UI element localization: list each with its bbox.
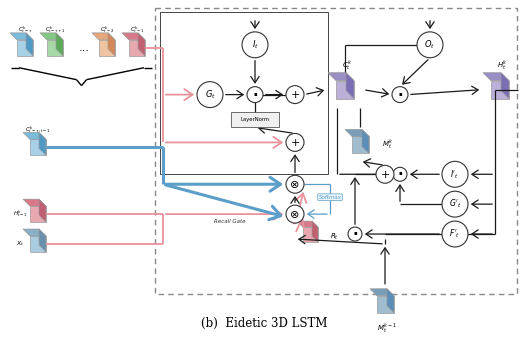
- Circle shape: [442, 221, 468, 247]
- Text: $I'_t$: $I'_t$: [450, 168, 459, 181]
- Polygon shape: [10, 33, 33, 40]
- Circle shape: [286, 86, 304, 103]
- Circle shape: [286, 175, 304, 193]
- Circle shape: [286, 133, 304, 151]
- Polygon shape: [328, 73, 354, 81]
- Circle shape: [442, 161, 468, 187]
- Text: ⊗: ⊗: [290, 210, 300, 220]
- Text: (b)  Eidetic 3D LSTM: (b) Eidetic 3D LSTM: [201, 317, 327, 330]
- Circle shape: [442, 191, 468, 217]
- Text: $C^k_{t-\tau:t-1}$: $C^k_{t-\tau:t-1}$: [25, 124, 51, 135]
- Text: ·: ·: [397, 167, 403, 182]
- Text: ·: ·: [352, 227, 358, 242]
- Polygon shape: [23, 229, 46, 236]
- Polygon shape: [345, 129, 369, 136]
- Polygon shape: [138, 33, 145, 56]
- Text: $O_t$: $O_t$: [425, 38, 436, 51]
- Circle shape: [417, 32, 443, 58]
- Polygon shape: [346, 73, 354, 99]
- Polygon shape: [92, 33, 115, 40]
- Polygon shape: [122, 33, 145, 40]
- Text: ⊗: ⊗: [290, 180, 300, 190]
- Circle shape: [286, 205, 304, 223]
- Text: ...: ...: [79, 43, 89, 53]
- Text: $R_t$: $R_t$: [330, 232, 339, 242]
- Polygon shape: [30, 236, 46, 252]
- Text: LayerNorm: LayerNorm: [240, 117, 270, 122]
- Text: $M^{k-1}_t$: $M^{k-1}_t$: [377, 322, 397, 335]
- Polygon shape: [39, 199, 46, 222]
- Polygon shape: [377, 296, 394, 313]
- Polygon shape: [23, 199, 46, 206]
- Text: $H^k_{t-1}$: $H^k_{t-1}$: [13, 208, 27, 218]
- Polygon shape: [40, 33, 63, 40]
- Polygon shape: [491, 81, 509, 99]
- Circle shape: [376, 165, 394, 183]
- Circle shape: [393, 167, 407, 181]
- Circle shape: [348, 227, 362, 241]
- Polygon shape: [39, 132, 46, 155]
- Polygon shape: [370, 289, 394, 296]
- Polygon shape: [352, 136, 369, 153]
- Polygon shape: [30, 206, 46, 222]
- Polygon shape: [501, 73, 509, 99]
- Polygon shape: [108, 33, 115, 56]
- Text: $C^k_{t-\tau+1}$: $C^k_{t-\tau+1}$: [45, 25, 65, 35]
- Circle shape: [392, 87, 408, 102]
- Text: $M^k_t$: $M^k_t$: [382, 137, 393, 151]
- Polygon shape: [336, 81, 354, 99]
- Text: Recall Gate: Recall Gate: [214, 219, 246, 223]
- Text: ·: ·: [252, 88, 258, 102]
- Text: $X_t$: $X_t$: [16, 240, 24, 248]
- Text: +: +: [290, 90, 300, 100]
- Polygon shape: [483, 73, 509, 81]
- Text: Softmax: Softmax: [318, 195, 342, 200]
- Text: $C^k_{t-1}$: $C^k_{t-1}$: [130, 25, 144, 35]
- Text: $G'_t$: $G'_t$: [449, 198, 461, 210]
- Text: ·: ·: [397, 88, 403, 102]
- Text: $C^k_{t-2}$: $C^k_{t-2}$: [100, 25, 114, 35]
- Polygon shape: [297, 221, 318, 227]
- Circle shape: [197, 82, 223, 108]
- Circle shape: [242, 32, 268, 58]
- Text: $H^k_t$: $H^k_t$: [497, 58, 507, 71]
- Text: $C^k_{t-\tau}$: $C^k_{t-\tau}$: [18, 25, 32, 35]
- FancyBboxPatch shape: [231, 112, 279, 127]
- Polygon shape: [39, 229, 46, 252]
- Circle shape: [247, 87, 263, 102]
- Polygon shape: [129, 40, 145, 56]
- Text: $C^k_t$: $C^k_t$: [342, 58, 352, 71]
- Polygon shape: [17, 40, 33, 56]
- Polygon shape: [303, 227, 318, 242]
- Text: $F'_t$: $F'_t$: [449, 228, 460, 240]
- Polygon shape: [312, 221, 318, 242]
- Polygon shape: [56, 33, 63, 56]
- Polygon shape: [30, 140, 46, 155]
- Polygon shape: [99, 40, 115, 56]
- Polygon shape: [362, 129, 369, 153]
- Text: $G_t$: $G_t$: [204, 88, 215, 101]
- Polygon shape: [387, 289, 394, 313]
- Text: +: +: [290, 138, 300, 148]
- Text: +: +: [380, 170, 390, 180]
- Polygon shape: [47, 40, 63, 56]
- Polygon shape: [26, 33, 33, 56]
- Text: $I_t$: $I_t$: [251, 38, 259, 51]
- Polygon shape: [23, 132, 46, 140]
